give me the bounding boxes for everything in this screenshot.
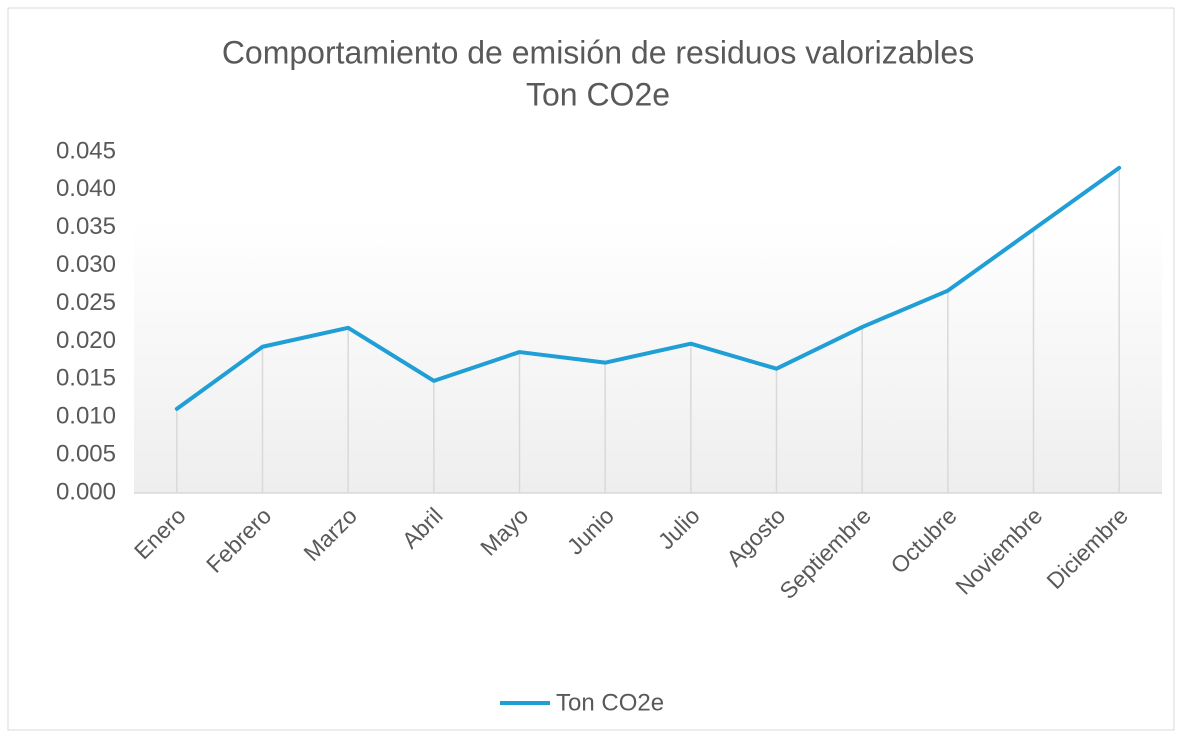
legend-label: Ton CO2e — [556, 689, 664, 716]
plot-area — [134, 152, 1162, 493]
y-tick-label: 0.000 — [56, 478, 116, 505]
y-tick-label: 0.025 — [56, 289, 116, 316]
y-tick-label: 0.040 — [56, 175, 116, 202]
series-line — [174, 165, 1122, 411]
y-tick-label: 0.045 — [56, 137, 116, 164]
chart-subtitle: Ton CO2e — [526, 76, 670, 112]
y-tick-label: 0.015 — [56, 365, 116, 392]
y-tick-label: 0.005 — [56, 440, 116, 467]
chart-title: Comportamiento de emisión de residuos va… — [222, 34, 974, 70]
y-tick-label: 0.035 — [56, 213, 116, 240]
y-tick-label: 0.010 — [56, 403, 116, 430]
y-tick-label: 0.030 — [56, 251, 116, 278]
y-tick-label: 0.020 — [56, 327, 116, 354]
